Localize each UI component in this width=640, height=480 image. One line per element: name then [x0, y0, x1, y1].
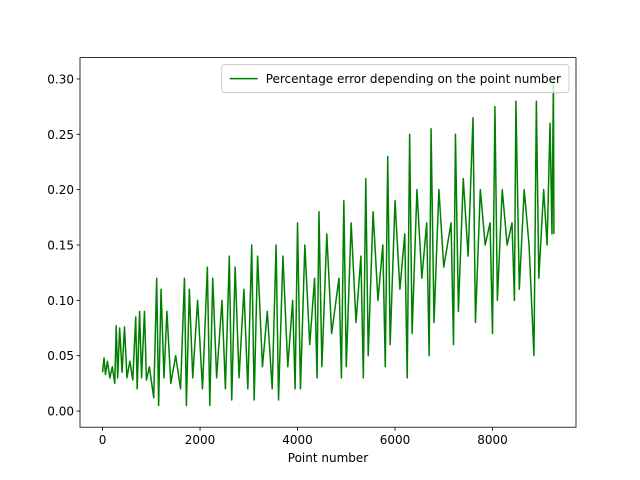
y-tick-label: 0.20	[47, 183, 74, 197]
y-tick-label: 0.00	[47, 405, 74, 419]
plot-frame	[79, 57, 577, 428]
x-tick-label: 4000	[282, 433, 313, 447]
y-tick-label: 0.05	[47, 349, 74, 363]
y-tick-label: 0.25	[47, 128, 74, 142]
x-tick-label: 2000	[185, 433, 216, 447]
x-tick-label: 8000	[477, 433, 508, 447]
y-tick-label: 0.10	[47, 294, 74, 308]
y-tick-label: 0.15	[47, 239, 74, 253]
legend-box	[221, 64, 570, 94]
x-tick-label: 0	[99, 433, 107, 447]
y-tick-label: 0.30	[47, 72, 74, 86]
data-line	[101, 78, 555, 407]
x-tick-label: 6000	[380, 433, 411, 447]
x-axis-label: Point number	[288, 451, 369, 465]
legend-label: Percentage error depending on the point …	[266, 72, 561, 86]
